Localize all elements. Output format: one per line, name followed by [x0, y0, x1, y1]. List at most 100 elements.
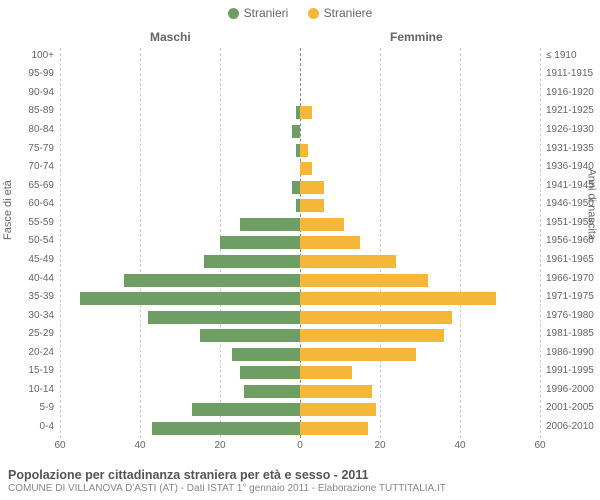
age-row: 85-891921-1925: [60, 105, 540, 120]
y-axis-title-left: Fasce di età: [2, 180, 14, 240]
legend-item-female: Straniere: [308, 6, 373, 20]
birth-label: 1916-1920: [540, 87, 594, 98]
bar-male: [244, 385, 300, 398]
age-row: 90-941916-1920: [60, 87, 540, 102]
age-label: 80-84: [28, 124, 60, 135]
x-tick-label: 40: [454, 440, 465, 451]
age-row: 100+≤ 1910: [60, 50, 540, 65]
chart-footer: Popolazione per cittadinanza straniera p…: [8, 468, 592, 494]
birth-label: 1926-1930: [540, 124, 594, 135]
age-label: 10-14: [28, 384, 60, 395]
x-tick-label: 40: [134, 440, 145, 451]
bar-male: [240, 218, 300, 231]
age-label: 75-79: [28, 143, 60, 154]
bar-female: [300, 106, 312, 119]
bar-female: [300, 311, 452, 324]
bar-male: [148, 311, 300, 324]
age-label: 45-49: [28, 254, 60, 265]
bar-male: [220, 236, 300, 249]
bar-female: [300, 348, 416, 361]
birth-label: 1956-1960: [540, 235, 594, 246]
age-row: 60-641946-1950: [60, 198, 540, 213]
age-row: 20-241986-1990: [60, 347, 540, 362]
birth-label: 1991-1995: [540, 365, 594, 376]
footer-title: Popolazione per cittadinanza straniera p…: [8, 468, 592, 482]
age-label: 60-64: [28, 198, 60, 209]
age-row: 65-691941-1945: [60, 180, 540, 195]
bar-male: [200, 329, 300, 342]
pyramid-chart: Stranieri Straniere Maschi Femmine Fasce…: [0, 0, 600, 500]
birth-label: 2001-2005: [540, 402, 594, 413]
x-axis-labels: 0202040406060: [60, 440, 540, 454]
bar-male: [292, 181, 300, 194]
age-row: 95-991911-1915: [60, 68, 540, 83]
age-label: 20-24: [28, 347, 60, 358]
age-label: 35-39: [28, 291, 60, 302]
birth-label: 1931-1935: [540, 143, 594, 154]
birth-label: 1996-2000: [540, 384, 594, 395]
age-label: 85-89: [28, 105, 60, 116]
age-row: 45-491961-1965: [60, 254, 540, 269]
footer-subtitle: COMUNE DI VILLANOVA D'ASTI (AT) - Dati I…: [8, 483, 592, 494]
birth-label: 1936-1940: [540, 161, 594, 172]
bar-female: [300, 292, 496, 305]
plot-area: 0-42006-20105-92001-200510-141996-200015…: [60, 48, 540, 438]
legend-swatch-male: [228, 8, 239, 19]
age-label: 90-94: [28, 87, 60, 98]
age-label: 40-44: [28, 273, 60, 284]
birth-label: 1946-1950: [540, 198, 594, 209]
birth-label: 1971-1975: [540, 291, 594, 302]
bar-female: [300, 181, 324, 194]
birth-label: 1986-1990: [540, 347, 594, 358]
birth-label: 1966-1970: [540, 273, 594, 284]
birth-label: 1981-1985: [540, 328, 594, 339]
bar-male: [152, 422, 300, 435]
age-label: 5-9: [40, 402, 60, 413]
birth-label: 1976-1980: [540, 310, 594, 321]
bar-male: [192, 403, 300, 416]
age-row: 80-841926-1930: [60, 124, 540, 139]
age-row: 30-341976-1980: [60, 310, 540, 325]
age-label: 65-69: [28, 180, 60, 191]
bar-male: [204, 255, 300, 268]
age-label: 70-74: [28, 161, 60, 172]
birth-label: 1941-1945: [540, 180, 594, 191]
age-row: 75-791931-1935: [60, 143, 540, 158]
age-row: 15-191991-1995: [60, 365, 540, 380]
bar-female: [300, 162, 312, 175]
x-tick-label: 0: [297, 440, 303, 451]
birth-label: 2006-2010: [540, 421, 594, 432]
age-label: 100+: [31, 50, 60, 61]
legend-label-female: Straniere: [324, 6, 373, 20]
legend-item-male: Stranieri: [228, 6, 289, 20]
age-label: 50-54: [28, 235, 60, 246]
x-tick-label: 20: [214, 440, 225, 451]
bar-female: [300, 385, 372, 398]
bar-female: [300, 255, 396, 268]
bar-female: [300, 199, 324, 212]
bar-female: [300, 329, 444, 342]
x-tick-label: 60: [534, 440, 545, 451]
age-row: 40-441966-1970: [60, 273, 540, 288]
birth-label: 1951-1955: [540, 217, 594, 228]
bar-female: [300, 218, 344, 231]
age-label: 95-99: [28, 68, 60, 79]
age-label: 55-59: [28, 217, 60, 228]
bar-male: [80, 292, 300, 305]
bar-male: [124, 274, 300, 287]
birth-label: 1961-1965: [540, 254, 594, 265]
birth-label: 1911-1915: [540, 68, 593, 79]
column-title-male: Maschi: [150, 30, 191, 44]
birth-label: 1921-1925: [540, 105, 594, 116]
age-label: 30-34: [28, 310, 60, 321]
bar-male: [240, 366, 300, 379]
bar-female: [300, 403, 376, 416]
birth-label: ≤ 1910: [540, 50, 577, 61]
age-row: 5-92001-2005: [60, 402, 540, 417]
legend-swatch-female: [308, 8, 319, 19]
age-row: 0-42006-2010: [60, 421, 540, 436]
age-row: 70-741936-1940: [60, 161, 540, 176]
bar-female: [300, 274, 428, 287]
legend: Stranieri Straniere: [0, 6, 600, 22]
bar-female: [300, 144, 308, 157]
